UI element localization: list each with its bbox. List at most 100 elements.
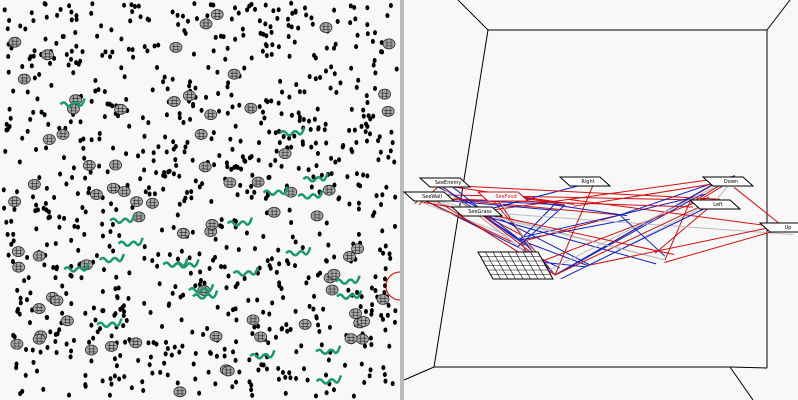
food-dot: [308, 126, 313, 132]
food-dot: [17, 159, 22, 165]
food-dot: [242, 157, 247, 163]
creature-body: [349, 308, 362, 320]
food-dot: [264, 53, 269, 59]
food-dot: [292, 133, 297, 139]
food-dot: [365, 5, 370, 11]
food-dot: [326, 242, 331, 248]
edge: [520, 214, 621, 238]
food-dot: [275, 16, 280, 22]
creature-body: [130, 196, 143, 207]
food-dot: [177, 115, 182, 121]
food-dot: [175, 380, 180, 386]
food-dot: [32, 75, 37, 81]
food-dot: [341, 143, 346, 149]
food-dot: [289, 24, 294, 30]
food-dot: [171, 225, 176, 231]
food-dot: [356, 231, 361, 237]
creature-body: [60, 315, 74, 327]
food-dot: [25, 128, 30, 134]
food-dot: [289, 220, 294, 226]
food-dot: [253, 6, 258, 12]
food-dot: [100, 221, 105, 227]
food-dot: [199, 107, 204, 113]
food-dot: [43, 36, 48, 42]
creature-shell: [206, 110, 215, 119]
food-dot: [174, 163, 179, 169]
food-dot: [31, 109, 36, 115]
food-dot: [359, 123, 364, 129]
food-dot: [51, 265, 56, 271]
food-dot: [47, 214, 52, 220]
snake: [96, 318, 123, 328]
food-dot: [165, 86, 170, 92]
food-dot: [156, 144, 161, 150]
food-dot: [107, 392, 112, 398]
edge: [654, 204, 713, 254]
food-dot: [361, 113, 366, 119]
food-dot: [90, 1, 95, 7]
creature: [343, 251, 356, 262]
creature-shell: [92, 190, 101, 199]
food-dot: [143, 189, 148, 195]
creature: [10, 338, 24, 350]
food-dot: [29, 63, 34, 69]
creature-body: [129, 337, 143, 349]
food-dot: [232, 164, 237, 170]
food-dot: [209, 198, 214, 204]
food-dot: [273, 130, 278, 136]
creature-body: [357, 316, 371, 327]
food-dot: [257, 265, 262, 271]
food-dot: [208, 350, 213, 356]
food-dot: [311, 306, 316, 312]
food-dot: [86, 190, 91, 196]
food-dot: [358, 304, 363, 310]
food-dot: [68, 56, 73, 62]
food-dot: [177, 349, 182, 355]
food-dot: [178, 294, 183, 300]
creature-shell: [213, 10, 222, 19]
food-dot: [211, 48, 216, 54]
food-dot: [122, 374, 127, 380]
food-dot: [263, 42, 268, 48]
food-dot: [172, 344, 177, 350]
snake: [334, 275, 361, 285]
food-dot: [12, 334, 17, 340]
creature: [56, 129, 70, 140]
food-dot: [347, 127, 352, 133]
food-dot: [100, 378, 105, 384]
food-dot: [307, 74, 312, 80]
food-dot: [205, 13, 210, 19]
creature-body: [106, 182, 120, 194]
snake: [188, 283, 215, 294]
food-dot: [270, 300, 275, 306]
food-dot: [252, 246, 257, 252]
creature: [32, 250, 46, 262]
food-dot: [176, 22, 181, 28]
food-dot: [288, 326, 293, 332]
food-dot: [238, 182, 243, 188]
food-dot: [75, 191, 80, 197]
snake: [232, 267, 259, 277]
food-dot: [237, 102, 242, 108]
food-dot: [371, 113, 376, 119]
food-dot: [190, 329, 195, 335]
creature-shell: [384, 107, 393, 116]
food-dot: [33, 208, 38, 214]
food-dot: [98, 326, 103, 332]
food-dot: [111, 248, 116, 254]
food-dot: [300, 141, 305, 147]
food-dot: [60, 34, 65, 40]
food-dot: [219, 217, 224, 223]
creature: [267, 206, 281, 218]
food-dot: [61, 155, 66, 161]
creature-body: [56, 129, 70, 140]
food-dot: [18, 295, 23, 301]
food-dot: [312, 293, 317, 299]
food-dot: [285, 328, 290, 334]
food-dot: [297, 89, 302, 95]
creature-shell: [270, 208, 279, 217]
food-dot: [240, 26, 245, 32]
creature-body: [42, 134, 56, 145]
food-dot: [234, 379, 239, 385]
